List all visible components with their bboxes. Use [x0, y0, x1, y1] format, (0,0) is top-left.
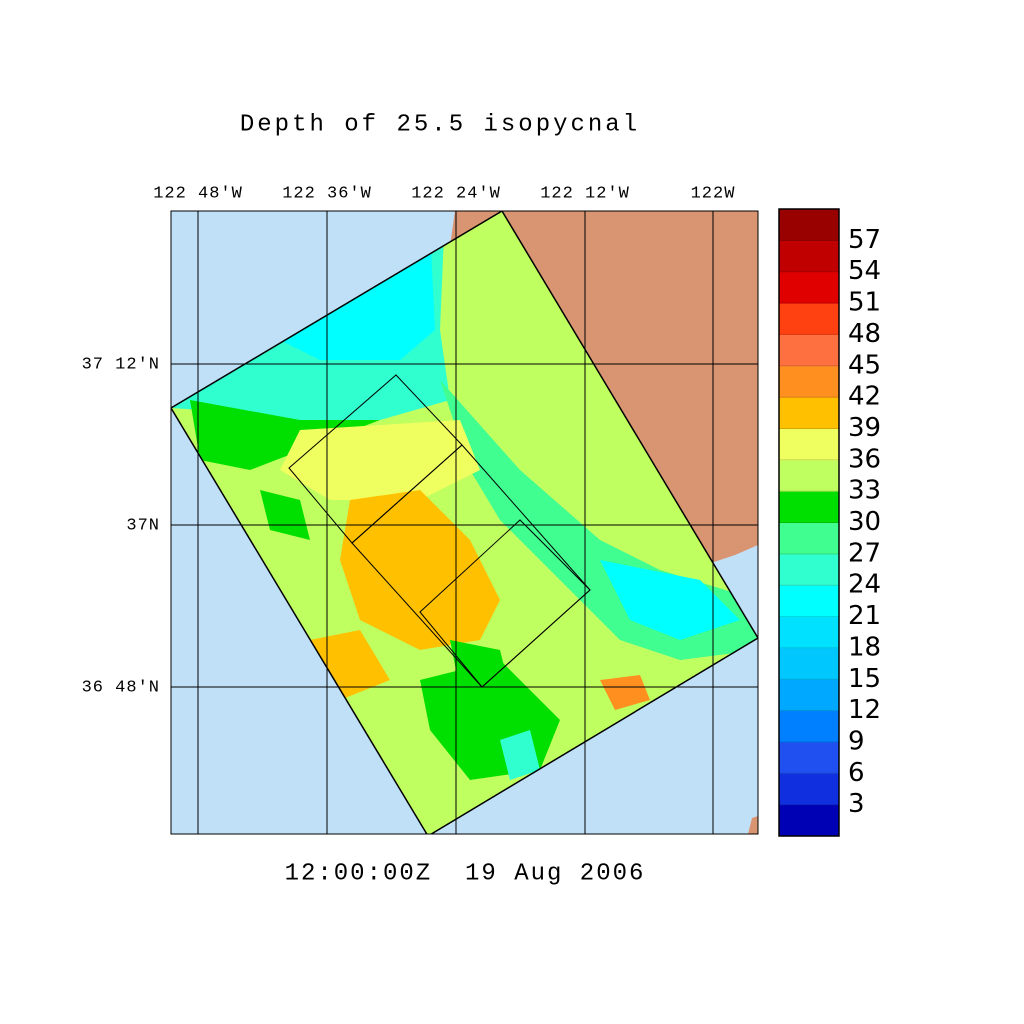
colorbar-tick-label: 12	[848, 695, 881, 725]
nest-box	[419, 519, 591, 688]
graticule	[171, 211, 758, 834]
colorbar-band	[779, 741, 839, 774]
colorbar-tick-label: 39	[848, 413, 881, 443]
colorbar-band	[779, 303, 839, 335]
colorbar-tick-label: 6	[848, 758, 865, 788]
lon-tick-label: 122W	[691, 184, 736, 203]
colorbar-tick-label: 15	[848, 664, 881, 694]
colorbar-band	[779, 240, 839, 273]
colorbar-band	[779, 553, 839, 586]
colorbar-band	[779, 522, 839, 555]
colorbar-band	[779, 428, 839, 461]
title: Depth of 25.5 isopycnal	[240, 111, 640, 138]
domain-outline	[171, 211, 758, 834]
colorbar-band	[779, 365, 839, 398]
colorbar-band	[779, 334, 839, 367]
colorbar-tick-label: 51	[848, 288, 881, 318]
colorbar-tick-label: 33	[848, 476, 881, 506]
colorbar-band	[779, 491, 839, 523]
colorbar-band	[779, 773, 839, 806]
colorbar-band	[779, 459, 839, 492]
colorbar-band	[779, 397, 839, 429]
colorbar-tick-label: 9	[848, 726, 865, 756]
lat-tick-label: 37 12'N	[82, 355, 160, 374]
land	[748, 816, 758, 834]
colorbar-tick-label: 45	[848, 350, 881, 380]
colorbar-band	[779, 616, 839, 649]
colorbar-band	[779, 647, 839, 680]
map-frame	[170, 210, 759, 835]
map-area	[171, 211, 758, 834]
lon-tick-label: 122 12'W	[540, 184, 630, 203]
colorbar-band	[779, 679, 839, 712]
colorbar-tick-label: 36	[848, 444, 881, 474]
lat-tick-label: 37N	[126, 516, 160, 535]
colorbar-tick-label: 21	[848, 601, 881, 631]
colorbar-tick-label: 48	[848, 319, 881, 349]
colorbar-band	[779, 271, 839, 304]
colorbar-tick-label: 27	[848, 538, 881, 568]
lat-tick-label: 36 48'N	[82, 678, 160, 697]
colorbar-tick-label: 18	[848, 632, 881, 662]
lon-tick-label: 122 48'W	[153, 184, 243, 203]
colorbar-band	[779, 804, 839, 837]
timestamp: 12:00:00Z 19 Aug 2006	[285, 860, 646, 887]
colorbar-band	[779, 710, 839, 743]
colorbar-tick-label: 3	[848, 789, 865, 819]
colorbar-tick-label: 54	[848, 256, 881, 286]
colorbar-frame	[778, 208, 840, 837]
lon-tick-label: 122 36'W	[282, 184, 372, 203]
colorbar-tick-label: 30	[848, 507, 881, 537]
colorbar-tick-label: 42	[848, 382, 881, 412]
colorbar-tick-label: 24	[848, 570, 881, 600]
colorbar-band	[779, 209, 839, 241]
colorbar-band	[779, 585, 839, 618]
colorbar-tick-label: 57	[848, 225, 881, 255]
lon-tick-label: 122 24'W	[411, 184, 501, 203]
